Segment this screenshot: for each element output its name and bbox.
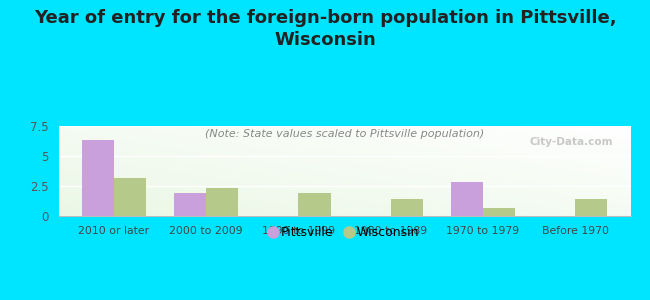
Bar (174, 193, 206, 216)
Bar (450, 182, 483, 216)
Bar (391, 199, 423, 216)
Text: (Note: State values scaled to Pittsville population): (Note: State values scaled to Pittsville… (205, 129, 484, 139)
Text: City-Data.com: City-Data.com (530, 137, 614, 147)
Bar (575, 199, 608, 216)
Bar (81, 140, 114, 216)
Bar (114, 178, 146, 216)
Bar (298, 193, 331, 216)
Bar (483, 208, 515, 216)
Bar (206, 188, 239, 216)
Text: Year of entry for the foreign-born population in Pittsville,
Wisconsin: Year of entry for the foreign-born popul… (34, 9, 616, 49)
Legend: Pittsville, Wisconsin: Pittsville, Wisconsin (265, 221, 424, 244)
